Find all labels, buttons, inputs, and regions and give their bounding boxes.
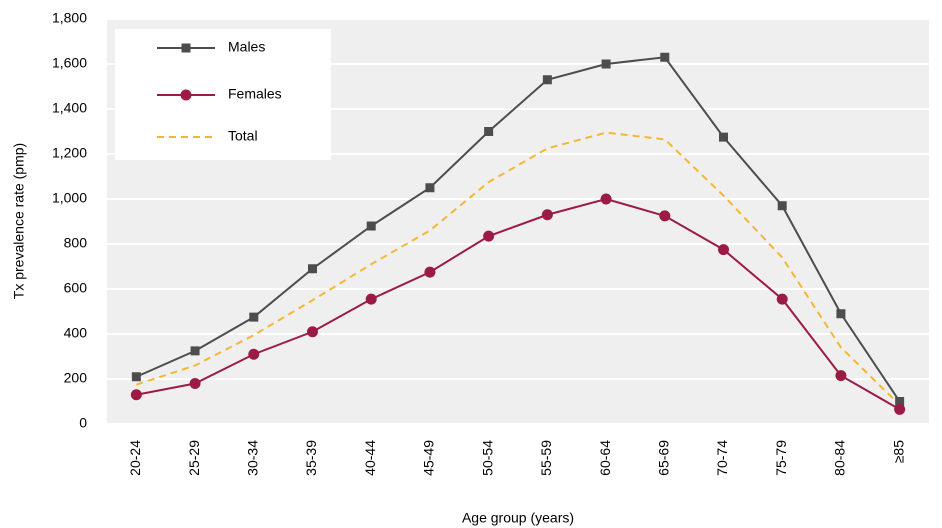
marker	[836, 309, 846, 319]
legend-label: Females	[228, 86, 282, 102]
y-tick-label: 200	[64, 370, 88, 386]
x-tick-label: 60-64	[597, 440, 613, 476]
legend-box	[115, 29, 331, 160]
marker	[130, 389, 142, 401]
marker	[190, 346, 200, 356]
marker	[542, 75, 552, 85]
x-tick-label: 20-24	[127, 440, 143, 476]
marker	[718, 244, 729, 256]
x-tick-label: 30-34	[244, 440, 260, 476]
x-tick-label: 55-59	[538, 440, 554, 476]
x-axis-title: Age group (years)	[462, 510, 574, 526]
marker	[308, 264, 317, 274]
y-axis-title: Tx prevalence rate (pmp)	[11, 143, 27, 299]
x-tick-label: 50-54	[479, 440, 495, 476]
marker	[777, 201, 787, 211]
marker	[425, 183, 435, 193]
series-line	[136, 197, 901, 411]
marker	[776, 293, 788, 305]
x-tick-label: 65-69	[655, 440, 671, 476]
marker	[660, 52, 670, 62]
legend-label: Males	[228, 39, 265, 55]
y-tick-label: 1,800	[52, 10, 87, 26]
x-tick-label: ≥85	[890, 440, 906, 463]
y-tick-label: 400	[64, 325, 88, 341]
y-tick-label: 1,000	[52, 190, 87, 206]
x-tick-label: 45-49	[421, 440, 437, 476]
marker	[365, 293, 377, 305]
marker	[189, 378, 201, 389]
marker	[894, 403, 906, 415]
marker	[131, 372, 141, 382]
x-tick-label: 40-44	[362, 440, 378, 476]
y-tick-label: 800	[64, 235, 88, 251]
legend-label: Total	[228, 128, 258, 144]
legend-marker	[180, 89, 192, 101]
x-tick-label: 70-74	[714, 440, 730, 476]
marker	[483, 230, 495, 242]
marker	[484, 127, 494, 136]
y-tick-label: 1,200	[52, 145, 87, 161]
x-tick-label: 80-84	[832, 440, 848, 476]
marker	[541, 209, 553, 221]
legend-marker	[181, 43, 191, 53]
marker	[600, 193, 612, 205]
series-line	[135, 56, 901, 403]
x-tick-label: 75-79	[773, 440, 789, 476]
y-tick-label: 600	[64, 280, 88, 296]
series-line	[136, 131, 901, 406]
x-tick-label: 35-39	[303, 440, 319, 476]
y-tick-label: 1,400	[52, 100, 87, 116]
marker	[659, 210, 671, 222]
marker	[424, 266, 436, 278]
y-tick-label: 1,600	[52, 55, 87, 71]
marker	[835, 370, 847, 382]
marker	[249, 312, 259, 322]
marker	[366, 221, 376, 231]
y-tick-label: 0	[79, 415, 87, 431]
x-tick-label: 25-29	[186, 440, 202, 476]
marker	[719, 132, 728, 142]
marker	[248, 348, 260, 360]
marker	[601, 59, 611, 69]
marker	[307, 326, 318, 338]
marker	[895, 397, 905, 406]
